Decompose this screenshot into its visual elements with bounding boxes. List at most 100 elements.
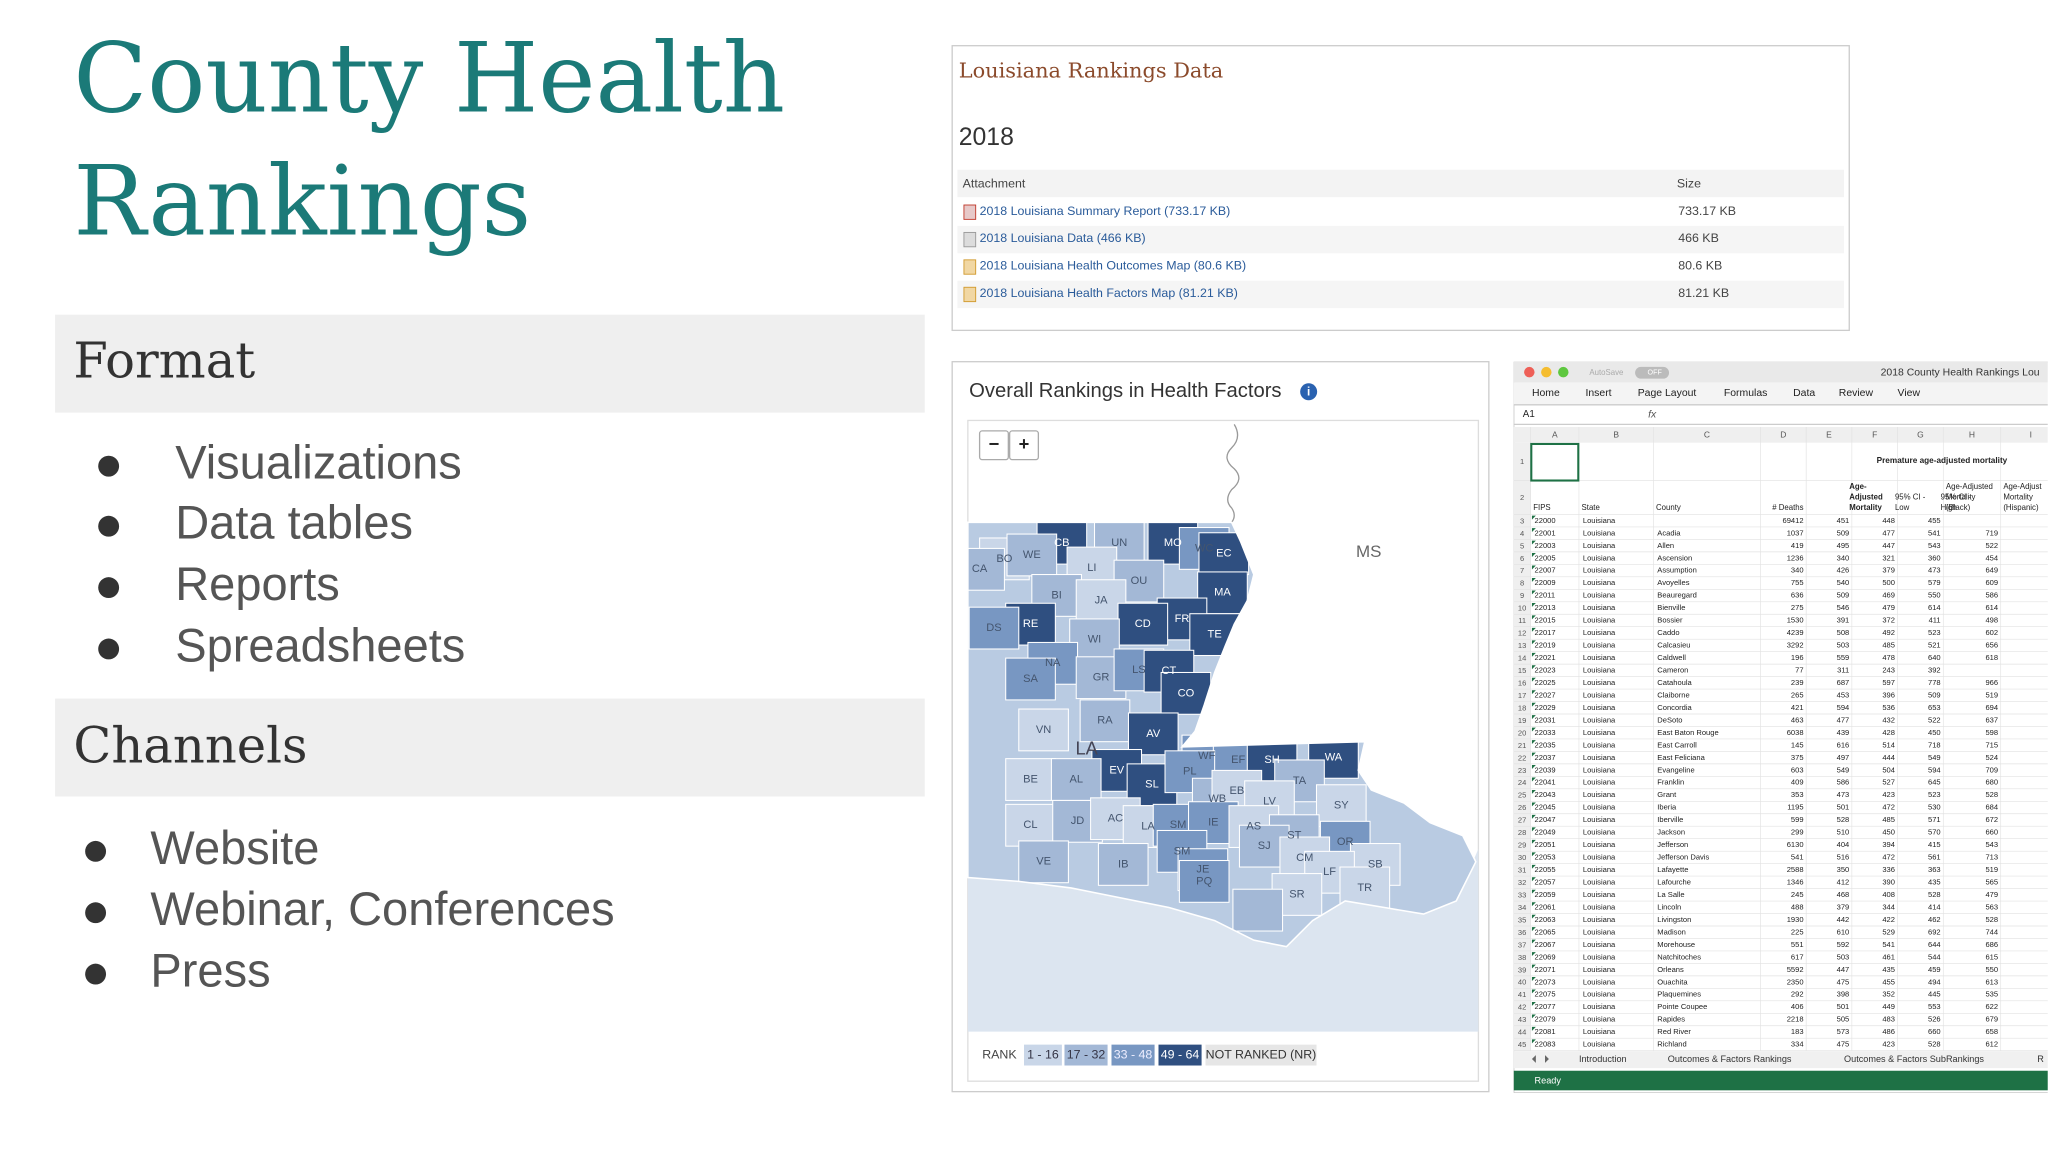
column-heading: (Black) [1946, 503, 1971, 512]
parish-label: LS [1132, 664, 1146, 676]
parish-label: WF [1198, 750, 1215, 762]
ribbon-tab[interactable]: Data [1793, 388, 1815, 399]
column-header: Attachment [963, 176, 1026, 190]
cell: 528 [1928, 890, 1941, 899]
cell: 473 [1837, 790, 1850, 799]
cell: 2588 [1787, 865, 1804, 874]
sheet-tab[interactable]: R [2037, 1054, 2044, 1064]
row-number: 25 [1518, 791, 1526, 800]
cell: 709 [1985, 765, 1998, 774]
cell: 594 [1837, 703, 1850, 712]
cell: 450 [1928, 728, 1941, 737]
zoom-button[interactable] [1008, 430, 1040, 461]
cell: 22001 [1535, 528, 1556, 537]
cell: 570 [1928, 828, 1941, 837]
ribbon-tab[interactable]: View [1898, 388, 1921, 399]
cell: Louisiana [1583, 553, 1616, 562]
cell: Assumption [1657, 566, 1697, 575]
cell: 22041 [1535, 778, 1556, 787]
zoom-button[interactable] [978, 430, 1009, 461]
cell: Red River [1657, 1027, 1691, 1036]
parish-label: SA [1023, 673, 1038, 685]
row-number: 20 [1518, 728, 1526, 737]
attachment-link[interactable]: 2018 Louisiana Health Outcomes Map (80.6… [980, 259, 1247, 273]
cell: 22039 [1535, 765, 1556, 774]
row-number: 29 [1518, 841, 1526, 850]
cell: 4239 [1787, 628, 1804, 637]
cell: 573 [1837, 1027, 1850, 1036]
cell: 603 [1791, 765, 1804, 774]
parish-label: FR [1175, 613, 1190, 625]
cell: 423 [1882, 790, 1895, 799]
column-heading: FIPS [1533, 503, 1550, 512]
cell: 522 [1928, 715, 1941, 724]
info-icon-bg [1300, 383, 1318, 401]
attachment-link[interactable]: 2018 Louisiana Data (466 KB) [980, 231, 1146, 245]
autosave-toggle[interactable] [1635, 366, 1670, 379]
bullet-item: Spreadsheets [175, 618, 465, 671]
zoom-label[interactable]: − [989, 433, 1000, 454]
sheet-tab[interactable]: Introduction [1579, 1054, 1627, 1064]
window-button[interactable] [1541, 366, 1552, 378]
cell: 461 [1882, 952, 1895, 961]
cell: 22021 [1535, 653, 1556, 662]
legend-swatch [1158, 1044, 1202, 1066]
ribbon [1513, 382, 2048, 405]
cell: Louisiana [1583, 603, 1616, 612]
ribbon-tab[interactable]: Page Layout [1638, 388, 1697, 399]
cell: 541 [1882, 940, 1895, 949]
cell: 435 [1928, 878, 1941, 887]
cell: 610 [1837, 927, 1850, 936]
cell: Louisiana [1583, 578, 1616, 587]
legend-swatch [1111, 1044, 1155, 1066]
cell: Louisiana [1583, 828, 1616, 837]
window-button[interactable] [1524, 366, 1535, 378]
parish-area [1197, 571, 1248, 615]
attachment-link[interactable]: 2018 Louisiana Health Factors Map (81.21… [980, 286, 1238, 300]
cell: Rapides [1657, 1015, 1685, 1024]
window-button[interactable] [1558, 366, 1569, 378]
cell: 492 [1882, 628, 1895, 637]
ribbon-tab[interactable]: Insert [1585, 388, 1611, 399]
cell: 715 [1985, 740, 1998, 749]
file-icon [963, 259, 977, 275]
cell: 615 [1985, 952, 1998, 961]
cell: 477 [1882, 528, 1895, 537]
legend-item: 33 - 48 [1114, 1047, 1153, 1061]
cell: Louisiana [1583, 1002, 1616, 1011]
cell: Livingston [1657, 915, 1691, 924]
cell: 22025 [1535, 678, 1556, 687]
ribbon-tab[interactable]: Formulas [1724, 388, 1768, 399]
cell: 543 [1928, 541, 1941, 550]
sheet-tab[interactable]: Outcomes & Factors Rankings [1668, 1054, 1792, 1064]
cell: 22073 [1535, 977, 1556, 986]
cell: 22077 [1535, 1002, 1556, 1011]
spreadsheet-window: AutoSave OFF 2018 County Health Rankings L… [1513, 361, 2048, 1093]
cell: 713 [1985, 853, 1998, 862]
cell: 22057 [1535, 878, 1556, 887]
cell: Louisiana [1583, 1027, 1616, 1036]
table-header [957, 169, 1845, 198]
cell: 398 [1837, 990, 1850, 999]
zoom-label[interactable]: + [1019, 433, 1030, 454]
cell: 422 [1882, 915, 1895, 924]
ribbon-tab[interactable]: Home [1532, 388, 1560, 399]
bullet-item: Visualizations [175, 436, 462, 489]
ribbon-tab[interactable]: Review [1839, 388, 1874, 399]
tab-nav[interactable] [1531, 1055, 1549, 1063]
cell: Louisiana [1583, 915, 1616, 924]
row-number: 33 [1518, 890, 1526, 899]
cell: 672 [1985, 815, 1998, 824]
cell: Louisiana [1583, 641, 1616, 650]
info-icon[interactable]: i [1307, 385, 1310, 398]
parish-label: CB [1054, 537, 1069, 549]
row-number: 1 [1520, 457, 1524, 466]
column-heading: # Deaths [1772, 503, 1803, 512]
cell: 497 [1837, 753, 1850, 762]
cell: 448 [1882, 516, 1895, 525]
attachment-link[interactable]: 2018 Louisiana Summary Report (733.17 KB… [980, 204, 1231, 218]
selected-cell[interactable] [1530, 442, 1580, 482]
sheet-tab[interactable]: Outcomes & Factors SubRankings [1844, 1054, 1984, 1064]
row-number: 15 [1518, 666, 1526, 675]
cell: Grant [1657, 790, 1677, 799]
